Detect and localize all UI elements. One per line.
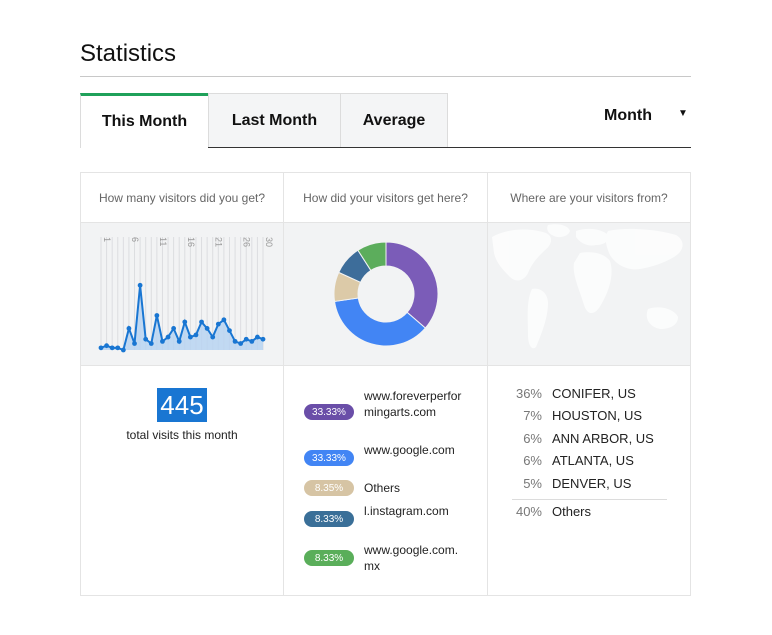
visits-point[interactable] (148, 341, 154, 346)
location-percent: 7% (523, 408, 542, 423)
world-map-area (488, 223, 690, 365)
visits-point[interactable] (137, 282, 143, 288)
location-item: 6% ANN ARBOR, US (512, 431, 672, 451)
visits-point[interactable] (187, 334, 193, 340)
visits-point[interactable] (215, 321, 221, 327)
x-tick-label: 11 (158, 237, 168, 246)
source-name: l.instagram.com (364, 504, 449, 518)
source-name: www.foreverperformingarts.com (364, 389, 462, 419)
period-dropdown-value: Month (604, 107, 652, 124)
visits-point[interactable] (171, 326, 177, 331)
tab-last-month[interactable]: Last Month (208, 93, 341, 148)
visits-point[interactable] (98, 345, 104, 351)
total-visits-count: 445 (157, 388, 207, 422)
donut-slice[interactable] (333, 297, 427, 347)
x-tick-label: 30 (264, 237, 274, 247)
visits-point[interactable] (249, 338, 255, 344)
caret-down-icon: ▼ (678, 108, 688, 119)
sources-donut-chart (333, 241, 439, 347)
title-divider (80, 76, 691, 77)
locations-divider (512, 499, 667, 500)
location-name: ANN ARBOR, US (552, 431, 654, 446)
visits-point[interactable] (120, 347, 126, 353)
visits-point[interactable] (126, 326, 132, 331)
visits-point[interactable] (193, 332, 199, 338)
visitors-heading: How many visitors did you get? (81, 173, 283, 223)
source-name: Others (364, 481, 401, 495)
locations-heading: Where are your visitors from? (488, 173, 690, 223)
sources-list: 33.33% www.foreverperformingarts.com 33.… (284, 365, 487, 595)
visits-point[interactable] (255, 334, 260, 340)
visitors-column: How many visitors did you get? 1 6 11 16 21 2… (81, 173, 283, 595)
sources-chart-area (284, 223, 487, 365)
world-map-image (492, 224, 683, 349)
visits-point[interactable] (160, 338, 165, 344)
visits-point[interactable] (176, 338, 182, 344)
visitors-chart-area: 1 6 11 16 21 26 30 (81, 223, 283, 365)
donut-slice[interactable] (357, 241, 387, 272)
period-dropdown[interactable]: Month ▼ (590, 100, 691, 130)
visits-point[interactable] (109, 345, 115, 351)
location-percent: 36% (515, 386, 542, 401)
location-percent: 6% (523, 453, 542, 468)
visits-point[interactable] (104, 343, 109, 349)
source-name: www.google.com.mx (364, 543, 459, 573)
x-tick-label: 21 (214, 237, 224, 247)
visits-point[interactable] (243, 336, 249, 342)
locations-list: 36% CONIFER, US 7% HOUSTON, US 6% ANN AR… (488, 365, 690, 595)
visits-point[interactable] (154, 313, 160, 318)
location-percent: 5% (523, 476, 542, 491)
sources-heading: How did your visitors get here? (284, 173, 487, 223)
page-title: Statistics (80, 40, 177, 67)
x-tick-label: 16 (186, 237, 196, 247)
visits-point[interactable] (182, 319, 188, 325)
tab-average[interactable]: Average (340, 93, 448, 148)
visitors-summary: 445 total visits this month (81, 365, 283, 595)
location-percent: 40% (515, 504, 542, 519)
source-percent-badge: 33.33% (304, 450, 354, 466)
visits-point[interactable] (227, 328, 232, 333)
visits-point[interactable] (132, 341, 137, 346)
tab-this-month[interactable]: This Month (80, 93, 209, 148)
source-percent-badge: 8.33% (304, 511, 354, 527)
location-percent: 6% (523, 431, 542, 446)
location-item: 6% ATLANTA, US (512, 453, 672, 473)
location-name: HOUSTON, US (552, 408, 643, 423)
x-tick-label: 1 (102, 237, 112, 242)
x-tick-label: 26 (242, 237, 252, 247)
visits-point[interactable] (221, 317, 227, 323)
x-tick-label: 6 (130, 237, 140, 242)
location-item: 7% HOUSTON, US (512, 408, 672, 428)
source-percent-badge: 8.35% (304, 480, 354, 496)
location-name: Others (552, 504, 592, 519)
source-name: www.google.com (364, 443, 455, 457)
location-others: 40% Others (512, 504, 672, 524)
total-visits-label: total visits this month (126, 428, 238, 442)
visits-point[interactable] (210, 334, 216, 340)
location-name: CONIFER, US (552, 386, 636, 401)
visits-point[interactable] (260, 336, 266, 342)
visits-point[interactable] (115, 345, 121, 351)
sources-column: How did your visitors get here? 33.33% w… (283, 173, 487, 595)
location-name: ATLANTA, US (552, 453, 634, 468)
visits-point[interactable] (143, 336, 149, 342)
locations-column: Where are your visitors from? 36% CONIFE… (487, 173, 690, 595)
location-item: 5% DENVER, US (512, 476, 672, 496)
visits-point[interactable] (238, 341, 244, 346)
source-percent-badge: 8.33% (304, 550, 354, 566)
stats-panel: How many visitors did you get? 1 6 11 16 21 2… (80, 172, 691, 596)
visits-point[interactable] (165, 334, 171, 340)
visits-point[interactable] (204, 326, 210, 331)
tabs-divider (208, 147, 691, 148)
donut-slice[interactable] (385, 241, 439, 329)
location-name: DENVER, US (552, 476, 632, 491)
visits-point[interactable] (232, 338, 238, 344)
location-item: 36% CONIFER, US (512, 386, 672, 406)
visits-point[interactable] (199, 319, 204, 325)
visits-sparkline-chart: 1 6 11 16 21 26 30 (98, 237, 274, 353)
source-percent-badge: 33.33% (304, 404, 354, 420)
